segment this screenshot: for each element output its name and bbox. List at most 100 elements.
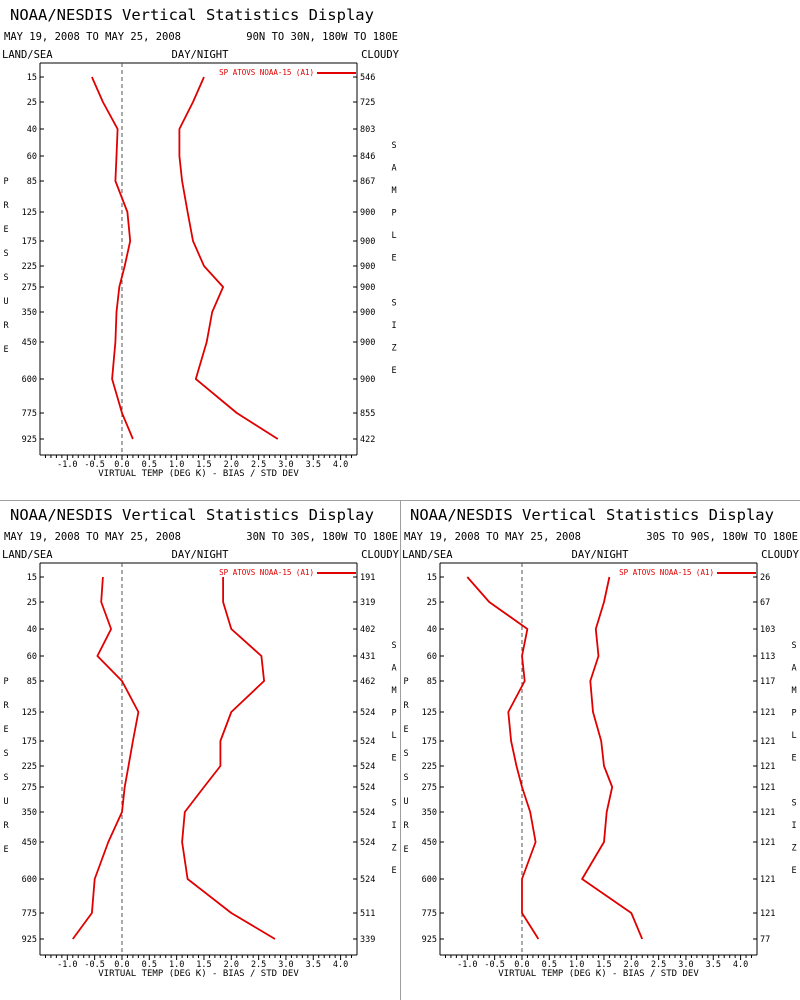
- land-sea-label: LAND/SEA: [402, 549, 453, 561]
- sample-size-label: 402: [360, 625, 375, 635]
- sample-size-axis-letter: S: [391, 141, 396, 151]
- sample-size-label: 546: [360, 73, 375, 83]
- pressure-level-label: 85: [27, 677, 37, 687]
- sample-size-label: 121: [760, 708, 775, 718]
- pressure-axis-letter: E: [3, 725, 8, 735]
- x-tick-label: 1.0: [169, 460, 184, 470]
- sample-size-label: 26: [760, 573, 770, 583]
- pressure-level-label: 775: [22, 409, 37, 419]
- sample-size-axis-letter: I: [391, 321, 396, 331]
- pressure-level-label: 60: [27, 152, 37, 162]
- chart-svg: NOAA/NESDIS Vertical Statistics Display M…: [402, 506, 800, 979]
- pressure-axis-letter: P: [3, 177, 8, 187]
- sample-size-axis-letter: E: [391, 254, 396, 264]
- x-tick-label: 2.0: [624, 960, 639, 970]
- pressure-level-label: 40: [427, 625, 437, 635]
- pressure-level-label: 25: [427, 598, 437, 608]
- sample-size-label: 121: [760, 762, 775, 772]
- sample-size-axis-letter: M: [391, 186, 396, 196]
- sample-size-axis-letter: A: [391, 164, 396, 174]
- x-tick-label: -0.5: [84, 960, 104, 970]
- x-tick-label: 2.5: [251, 960, 266, 970]
- sample-size-label: 900: [360, 338, 375, 348]
- pressure-axis-letter: E: [3, 345, 8, 355]
- sample-size-label: 431: [360, 652, 375, 662]
- pressure-level-label: 225: [22, 262, 37, 272]
- pressure-level-label: 775: [22, 909, 37, 919]
- sample-size-label: 121: [760, 808, 775, 818]
- pressure-level-label: 25: [27, 98, 37, 108]
- day-night-label: DAY/NIGHT: [172, 549, 230, 561]
- x-tick-label: 1.0: [169, 960, 184, 970]
- pressure-level-label: 25: [27, 598, 37, 608]
- sample-size-axis-letter: L: [391, 231, 396, 241]
- pressure-level-label: 40: [27, 125, 37, 135]
- sample-size-axis-letter: Z: [791, 844, 796, 854]
- x-tick-label: -0.5: [484, 960, 504, 970]
- pressure-level-label: 125: [22, 208, 37, 218]
- sample-size-axis-letter: A: [791, 664, 796, 674]
- sample-size-label: 900: [360, 283, 375, 293]
- pressure-level-label: 175: [422, 737, 437, 747]
- x-tick-label: 0.5: [142, 960, 157, 970]
- pressure-axis-letter: S: [3, 249, 8, 259]
- x-tick-label: 0.0: [114, 460, 129, 470]
- x-tick-label: 2.5: [251, 460, 266, 470]
- region-label: 30S TO 90S, 180W TO 180E: [646, 531, 798, 543]
- bias-profile-line: [72, 576, 140, 940]
- panel-title: NOAA/NESDIS Vertical Statistics Display: [10, 6, 374, 24]
- pressure-axis-letter: S: [3, 749, 8, 759]
- sample-size-axis-letter: M: [791, 686, 796, 696]
- sample-size-label: 524: [360, 708, 375, 718]
- pressure-axis-letter: S: [3, 773, 8, 783]
- panel-tropics: NOAA/NESDIS Vertical Statistics Display M…: [0, 500, 400, 1000]
- legend-label: SP ATOVS NOAA-15 (A1): [619, 568, 714, 577]
- pressure-axis-letter: R: [3, 321, 9, 331]
- sample-size-label: 524: [360, 838, 375, 848]
- x-tick-label: 2.5: [651, 960, 666, 970]
- sample-size-axis-letter: E: [391, 366, 396, 376]
- sample-size-label: 867: [360, 177, 375, 187]
- sample-size-label: 77: [760, 935, 770, 945]
- x-tick-label: 1.5: [196, 460, 211, 470]
- x-tick-label: 3.0: [278, 460, 293, 470]
- sample-size-axis-letter: L: [791, 731, 796, 741]
- panel-north: NOAA/NESDIS Vertical Statistics Display M…: [0, 0, 400, 500]
- panel-title: NOAA/NESDIS Vertical Statistics Display: [10, 506, 374, 524]
- land-sea-label: LAND/SEA: [2, 49, 53, 61]
- sample-size-axis-letter: P: [391, 709, 396, 719]
- pressure-axis-letter: R: [403, 821, 409, 831]
- sample-size-label: 67: [760, 598, 770, 608]
- sample-size-label: 524: [360, 737, 375, 747]
- x-axis-label: VIRTUAL TEMP (DEG K) - BIAS / STD DEV: [98, 469, 299, 479]
- sample-size-axis-letter: Z: [391, 844, 396, 854]
- cloudy-label: CLOUDY: [361, 49, 400, 61]
- horizontal-divider: [0, 500, 800, 501]
- sample-size-axis-letter: Z: [391, 344, 396, 354]
- cloudy-label: CLOUDY: [761, 549, 800, 561]
- pressure-level-label: 600: [22, 875, 37, 885]
- sample-size-label: 900: [360, 237, 375, 247]
- sample-size-axis-letter: P: [391, 209, 396, 219]
- x-tick-label: 4.0: [333, 460, 348, 470]
- pressure-level-label: 175: [22, 737, 37, 747]
- pressure-level-label: 40: [27, 625, 37, 635]
- sample-size-label: 524: [360, 783, 375, 793]
- x-tick-label: 3.5: [706, 960, 721, 970]
- sample-size-axis-letter: S: [791, 799, 796, 809]
- sample-size-label: 803: [360, 125, 375, 135]
- sample-size-label: 121: [760, 875, 775, 885]
- x-tick-label: 2.0: [224, 960, 239, 970]
- legend-label: SP ATOVS NOAA-15 (A1): [219, 568, 314, 577]
- sample-size-axis-letter: S: [391, 299, 396, 309]
- day-night-label: DAY/NIGHT: [172, 49, 230, 61]
- pressure-level-label: 175: [22, 237, 37, 247]
- x-tick-label: -1.0: [57, 960, 77, 970]
- date-range: MAY 19, 2008 TO MAY 25, 2008: [4, 531, 181, 543]
- sample-size-label: 121: [760, 783, 775, 793]
- pressure-level-label: 600: [422, 875, 437, 885]
- sample-size-label: 900: [360, 262, 375, 272]
- sample-size-axis-letter: E: [791, 754, 796, 764]
- sample-size-label: 422: [360, 435, 375, 445]
- pressure-level-label: 85: [427, 677, 437, 687]
